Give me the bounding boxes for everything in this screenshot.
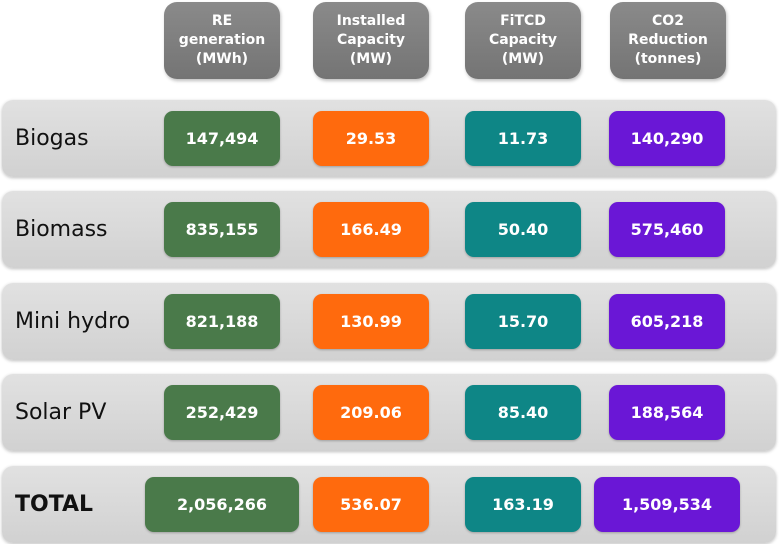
table-row-biogas: Biogas 147,494 29.53 11.73 140,290 (2, 100, 776, 177)
header-re-generation: RE generation (MWh) (164, 2, 280, 79)
installed-capacity-value: 209.06 (313, 385, 429, 440)
row-label: Solar PV (15, 400, 107, 425)
header-installed-capacity: Installed Capacity (MW) (313, 2, 429, 79)
header-line: RE (211, 13, 233, 29)
installed-capacity-value: 166.49 (313, 202, 429, 257)
header-fitcd-capacity: FiTCD Capacity (MW) (465, 2, 581, 79)
row-label: Biogas (15, 126, 89, 151)
re-generation-value: 252,429 (164, 385, 280, 440)
header-line: Capacity (336, 32, 406, 48)
header-line: (MW) (501, 51, 545, 67)
header-line: Capacity (488, 32, 558, 48)
table-row-biomass: Biomass 835,155 166.49 50.40 575,460 (2, 191, 776, 268)
table-row-total: TOTAL 2,056,266 536.07 163.19 1,509,534 (2, 466, 776, 543)
row-label: Biomass (15, 217, 108, 242)
row-label: Mini hydro (15, 309, 131, 334)
co2-reduction-value: 605,218 (609, 294, 725, 349)
header-line: CO2 (652, 13, 684, 29)
header-line: (tonnes) (634, 51, 702, 67)
table-row-solar-pv: Solar PV 252,429 209.06 85.40 188,564 (2, 374, 776, 451)
table-row-mini-hydro: Mini hydro 821,188 130.99 15.70 605,218 (2, 283, 776, 360)
total-installed-capacity-value: 536.07 (313, 477, 429, 532)
co2-reduction-value: 140,290 (609, 111, 725, 166)
total-label: TOTAL (15, 492, 94, 517)
header-line: Installed (336, 13, 406, 29)
installed-capacity-value: 130.99 (313, 294, 429, 349)
header-line: (MW) (349, 51, 393, 67)
header-line: Reduction (628, 32, 708, 48)
header-co2-reduction: CO2 Reduction (tonnes) (610, 2, 726, 79)
co2-reduction-value: 188,564 (609, 385, 725, 440)
header-line: (MWh) (195, 51, 249, 67)
header-line: FiTCD (500, 13, 546, 29)
total-co2-reduction-value: 1,509,534 (594, 477, 740, 532)
fitcd-capacity-value: 50.40 (465, 202, 581, 257)
installed-capacity-value: 29.53 (313, 111, 429, 166)
re-generation-value: 147,494 (164, 111, 280, 166)
re-generation-value: 835,155 (164, 202, 280, 257)
fitcd-capacity-value: 11.73 (465, 111, 581, 166)
header-line: generation (178, 32, 266, 48)
fitcd-capacity-value: 15.70 (465, 294, 581, 349)
fitcd-capacity-value: 85.40 (465, 385, 581, 440)
co2-reduction-value: 575,460 (609, 202, 725, 257)
total-re-generation-value: 2,056,266 (145, 477, 299, 532)
re-generation-value: 821,188 (164, 294, 280, 349)
total-fitcd-capacity-value: 163.19 (465, 477, 581, 532)
